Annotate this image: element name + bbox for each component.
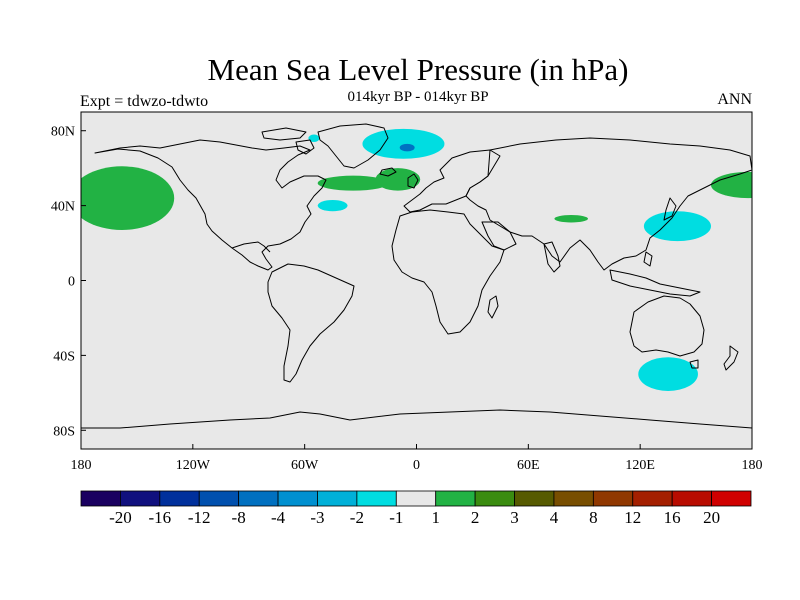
season-label: ANN	[717, 91, 752, 108]
colorbar-swatch	[553, 490, 594, 507]
colorbar-label: 12	[624, 508, 641, 527]
y-tick-label: 80N	[51, 125, 75, 140]
coastline-greenland	[317, 123, 389, 169]
colorbar-swatch	[474, 490, 515, 507]
coastline-british-isles	[407, 173, 419, 189]
colorbar-swatch	[514, 490, 555, 507]
x-tick-label: 60W	[291, 458, 319, 473]
anomaly-mid-atlantic-negative	[317, 199, 348, 212]
colorbar-swatch	[632, 490, 673, 507]
coastline-australia	[629, 295, 705, 357]
x-tick-label: 180	[742, 458, 763, 473]
x-tick-label: 120E	[625, 458, 655, 473]
colorbar-label: 2	[471, 508, 480, 527]
colorbar-swatch	[592, 490, 634, 507]
anomaly-central-asia-positive	[554, 214, 588, 223]
colorbar-swatch	[317, 490, 358, 507]
colorbar-label: -16	[148, 508, 171, 527]
colorbar-swatch	[356, 490, 397, 507]
colorbar-label: 20	[703, 508, 720, 527]
colorbar-swatch	[671, 490, 712, 507]
y-tick-label: 40N	[51, 200, 75, 215]
anomaly-arctic-negative	[362, 128, 445, 159]
colorbar-label: -8	[232, 508, 246, 527]
map-axes: 180 120W 60W 0 60E 120E 180 80N 40N 0 40S 80S	[51, 125, 763, 473]
experiment-label: Expt = tdwzo-tdwto	[80, 93, 209, 110]
colorbar-swatch	[395, 490, 437, 507]
x-tick-label: 180	[71, 458, 92, 473]
anomaly-japan-negative	[643, 211, 711, 242]
colorbar-swatch	[80, 490, 121, 507]
colorbar-label: 1	[431, 508, 440, 527]
colorbar-swatch	[277, 490, 318, 507]
anomaly-arctic-negative-core	[399, 143, 415, 152]
coastline-north-america	[94, 139, 327, 271]
coastline-antarctica	[81, 409, 752, 429]
coastline-japan	[663, 197, 677, 221]
colorbar-swatch	[159, 490, 200, 507]
anomaly-north-pacific-positive	[81, 166, 175, 230]
colorbar-label: 4	[550, 508, 559, 527]
coastline-asia	[465, 137, 752, 271]
y-tick-label: 0	[68, 275, 75, 290]
colorbar-swatch	[238, 490, 279, 507]
coastline-arabia	[481, 221, 517, 251]
coastline-indonesia	[609, 269, 701, 297]
y-tick-label: 40S	[53, 349, 75, 364]
coastline-baffin	[295, 139, 315, 155]
colorbar-label: -4	[271, 508, 286, 527]
colorbar-label: -1	[389, 508, 403, 527]
coastline-new-zealand	[723, 345, 739, 371]
coastline-iceland	[379, 167, 397, 177]
coastline-tasmania	[689, 359, 699, 369]
colorbar-label: 3	[510, 508, 519, 527]
coastlines	[81, 123, 752, 429]
colorbar-label: 8	[589, 508, 598, 527]
coastline-philippines	[643, 251, 653, 267]
colorbar-swatch	[198, 490, 240, 507]
colorbar: -20 -16 -12 -8 -4 -3 -2 -1 1 2 3 4 8 12 16 20	[80, 490, 752, 527]
colorbar-label: -3	[310, 508, 324, 527]
colorbar-swatch	[120, 490, 161, 507]
coastline-south-america	[267, 263, 355, 383]
anomaly-north-atlantic-positive-west	[317, 175, 389, 191]
anomaly-north-atlantic-positive-east	[375, 168, 421, 191]
colorbar-label: -12	[188, 508, 211, 527]
anomaly-layer	[81, 128, 752, 391]
plot-title: Mean Sea Level Pressure (in hPa)	[207, 52, 629, 87]
coastline-madagascar	[487, 295, 499, 319]
map-background	[81, 112, 752, 449]
colorbar-label: -20	[109, 508, 132, 527]
x-tick-label: 0	[413, 458, 420, 473]
colorbar-swatch	[711, 490, 752, 507]
colorbar-swatch	[435, 490, 476, 507]
coastline-india	[543, 241, 561, 273]
coastline-africa	[391, 209, 505, 335]
anomaly-arctic-negative-north-west	[308, 134, 320, 142]
coastline-gulf-florida	[231, 241, 271, 253]
y-tick-label: 80S	[53, 424, 75, 439]
colorbar-label: 16	[664, 508, 681, 527]
x-tick-label: 60E	[517, 458, 540, 473]
period-label: 014kyr BP - 014kyr BP	[347, 89, 489, 105]
anomaly-southern-ocean-negative	[638, 357, 698, 391]
coastline-arctic-islands	[261, 127, 307, 141]
colorbar-label: -2	[350, 508, 364, 527]
x-tick-label: 120W	[176, 458, 211, 473]
anomaly-nw-pacific-positive	[711, 171, 752, 199]
coastline-europe	[403, 149, 501, 213]
